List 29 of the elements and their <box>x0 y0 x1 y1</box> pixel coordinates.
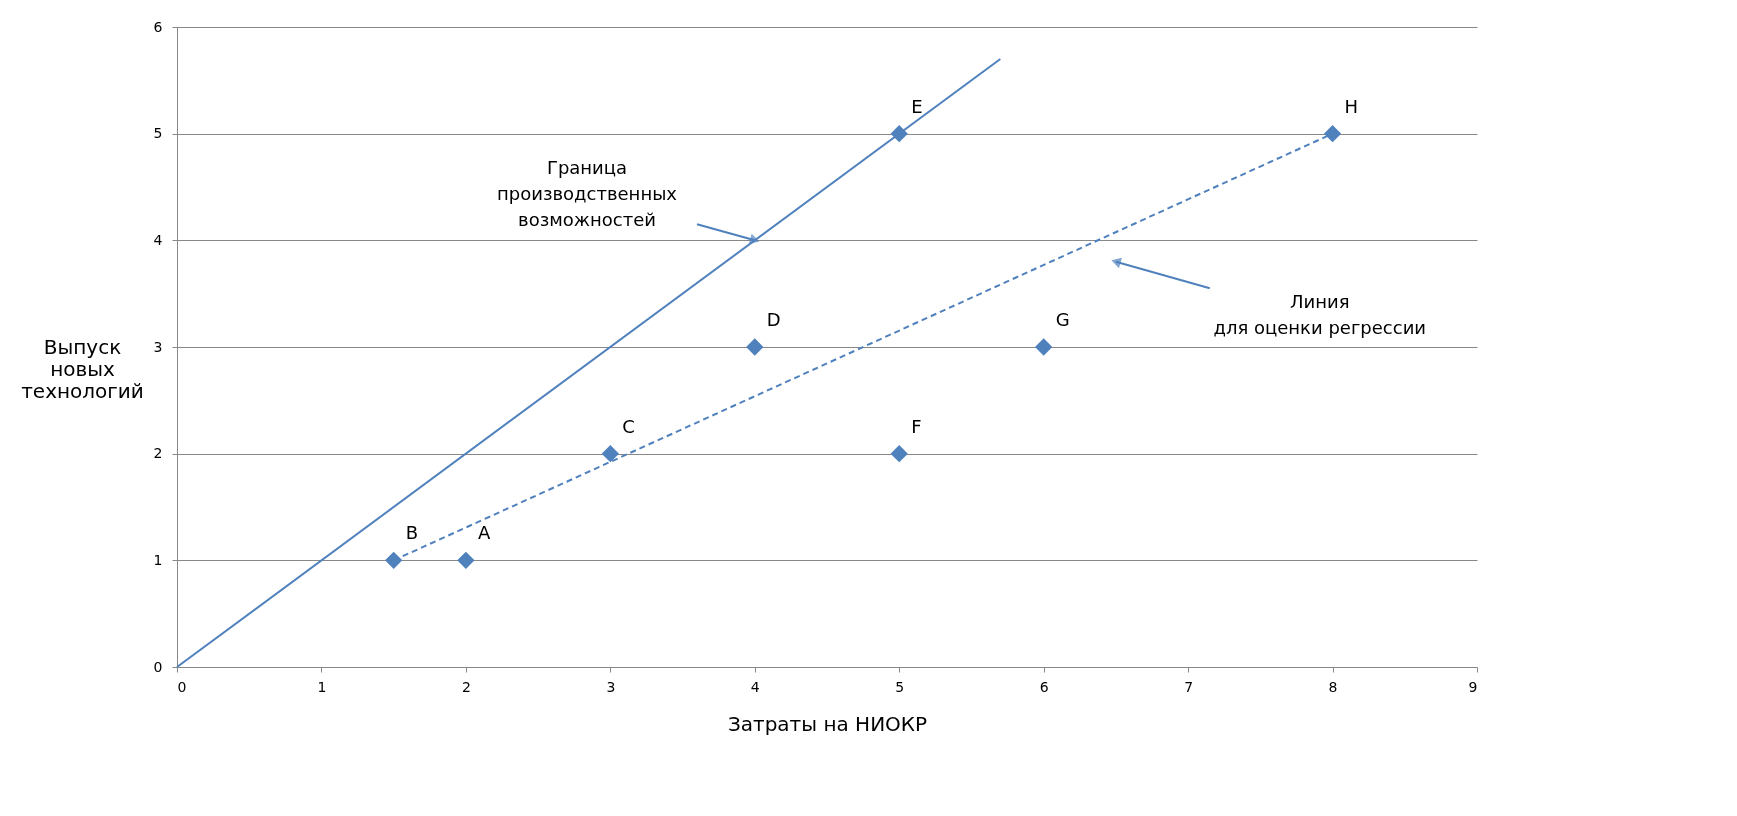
data-label: C <box>622 415 635 437</box>
x-tick-label: 0 <box>177 678 187 695</box>
data-label: F <box>911 415 922 437</box>
x-tick-label: 5 <box>895 678 905 695</box>
annotation: Граница производственных возможностей <box>496 157 678 231</box>
data-label: B <box>405 522 419 544</box>
x-tick-label: 1 <box>317 678 327 695</box>
y-tick-label: 6 <box>153 18 163 35</box>
data-label: G <box>1055 309 1070 330</box>
data-label: A <box>477 522 491 544</box>
x-tick-label: 9 <box>1468 678 1478 695</box>
x-tick-label: 3 <box>606 678 616 695</box>
annotation: Линия для оценки регрессии <box>1213 291 1427 339</box>
data-label: H <box>1344 95 1359 117</box>
x-tick-label: 7 <box>1184 678 1194 695</box>
data-label: E <box>911 95 923 117</box>
y-tick-label: 4 <box>153 231 163 248</box>
y-tick-label: 2 <box>153 445 163 462</box>
y-tick-label: 0 <box>153 658 163 675</box>
x-tick-label: 6 <box>1039 678 1049 695</box>
y-tick-label: 3 <box>153 338 163 355</box>
x-axis-title: Затраты на НИОКР <box>727 711 928 736</box>
y-axis-title: Выпуск новых технологий <box>21 334 144 403</box>
y-tick-label: 1 <box>153 551 163 568</box>
x-tick-label: 8 <box>1328 678 1338 695</box>
y-tick-label: 5 <box>153 125 163 142</box>
data-label: D <box>766 309 781 330</box>
x-tick-label: 2 <box>461 678 471 695</box>
x-tick-label: 4 <box>750 678 760 695</box>
